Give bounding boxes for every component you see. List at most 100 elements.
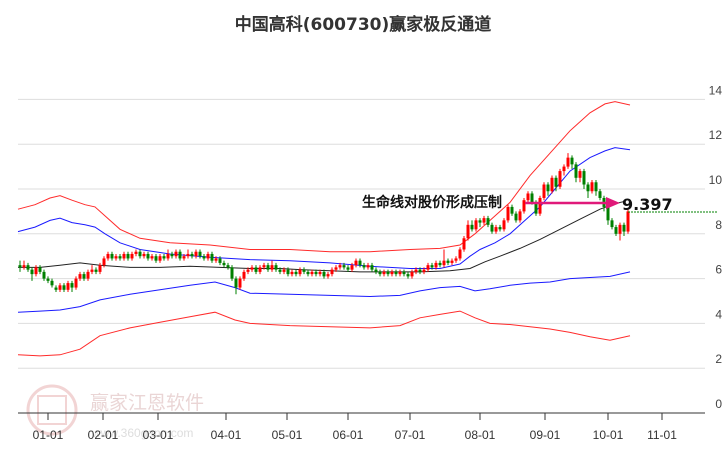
candle <box>126 253 130 259</box>
candle <box>130 253 134 259</box>
candle <box>542 184 546 198</box>
candle <box>66 283 70 290</box>
candle <box>338 265 342 268</box>
candle <box>598 191 602 198</box>
candle <box>110 253 114 259</box>
candle <box>266 265 270 270</box>
candle <box>522 200 526 212</box>
candle <box>102 258 106 266</box>
chart-title: 中国高科(600730)赢家极反通道 <box>234 15 492 35</box>
candle <box>518 211 522 221</box>
candle <box>174 251 178 257</box>
x-tick-label: 09-01 <box>530 428 561 442</box>
annotation: 生命线对股价形成压制 9.397 <box>362 194 718 214</box>
candle <box>114 256 118 259</box>
candle <box>498 227 502 230</box>
candle <box>122 253 126 259</box>
candle <box>78 274 82 279</box>
lower_inner-line <box>17 271 631 313</box>
candle <box>474 220 478 230</box>
candle <box>470 224 474 230</box>
candle <box>186 253 190 257</box>
candle <box>322 271 326 277</box>
x-tick-label: 08-01 <box>465 428 496 442</box>
candle <box>194 251 198 257</box>
candle <box>254 267 258 272</box>
watermark: 赢家江恩软件 www.360gann.com <box>26 384 204 440</box>
candle <box>222 262 226 266</box>
candle <box>250 267 254 270</box>
candle <box>318 271 322 275</box>
candle <box>350 265 354 270</box>
candle <box>454 258 458 261</box>
candle <box>26 265 30 270</box>
candle <box>278 269 282 272</box>
candle <box>58 285 62 290</box>
candle <box>606 206 610 221</box>
candle <box>390 271 394 275</box>
candle <box>402 271 406 275</box>
candle <box>334 267 338 270</box>
candlesticks <box>18 153 630 295</box>
candle <box>570 157 574 165</box>
candle <box>42 271 46 279</box>
candle <box>434 262 438 268</box>
candle <box>534 202 538 214</box>
x-tick-label: 05-01 <box>272 428 303 442</box>
candle <box>202 256 206 259</box>
candle <box>70 283 74 288</box>
candle <box>134 251 138 254</box>
candle <box>226 265 230 268</box>
y-tick-label: 8 <box>715 218 722 232</box>
candle <box>578 171 582 178</box>
candle <box>366 265 370 268</box>
candle <box>398 271 402 275</box>
candle <box>238 278 242 288</box>
candle <box>142 253 146 257</box>
candle <box>546 184 550 192</box>
candle <box>38 267 42 272</box>
candle <box>378 271 382 275</box>
candle <box>258 267 262 272</box>
candle <box>574 164 578 178</box>
candle <box>170 253 174 257</box>
y-tick-label: 12 <box>709 128 723 142</box>
candle <box>94 269 98 272</box>
candle <box>446 260 450 263</box>
candle <box>298 269 302 275</box>
candle <box>554 177 558 187</box>
candle <box>450 260 454 263</box>
candle <box>154 256 158 261</box>
candle <box>566 157 570 167</box>
candle <box>622 224 626 232</box>
candle <box>582 171 586 185</box>
candle <box>490 224 494 232</box>
y-tick-label: 10 <box>709 173 723 187</box>
x-tick-label: 01-01 <box>33 428 64 442</box>
candle <box>302 269 306 272</box>
candle <box>182 256 186 259</box>
annotation-text: 生命线对股价形成压制 <box>362 194 502 211</box>
candle <box>438 262 442 266</box>
candle <box>306 271 310 275</box>
x-tick-label: 10-01 <box>593 428 624 442</box>
x-tick-label: 04-01 <box>211 428 242 442</box>
candle <box>106 253 110 259</box>
candle <box>346 267 350 270</box>
candle <box>162 256 166 259</box>
candle <box>478 220 482 223</box>
price-label: 9.397 <box>622 195 673 214</box>
candle <box>466 224 470 239</box>
candle <box>426 265 430 270</box>
candle <box>282 269 286 272</box>
candle <box>206 253 210 259</box>
x-tick-label: 07-01 <box>395 428 426 442</box>
candle <box>90 269 94 272</box>
candle <box>158 256 162 261</box>
candle <box>510 206 514 214</box>
candle <box>610 220 614 228</box>
candle <box>190 253 194 257</box>
candle <box>586 184 590 192</box>
candle <box>362 265 366 268</box>
candle <box>210 253 214 261</box>
